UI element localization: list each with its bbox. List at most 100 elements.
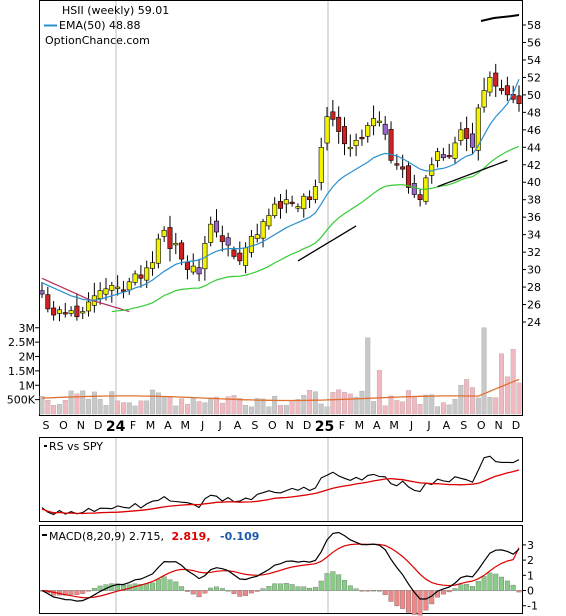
volume-bar bbox=[231, 395, 237, 415]
candle-body bbox=[68, 310, 74, 314]
macd-histogram-bar bbox=[458, 584, 464, 591]
macd-histogram-bar bbox=[394, 590, 400, 607]
month-label: M bbox=[389, 419, 399, 432]
macd-histogram-bar bbox=[225, 590, 231, 592]
month-label: D bbox=[512, 419, 520, 432]
macd-histogram-bar bbox=[202, 590, 208, 594]
price-tick-label: 50 bbox=[527, 89, 541, 102]
macd-histogram-bar bbox=[353, 588, 359, 591]
month-label: J bbox=[200, 419, 204, 432]
candle-body bbox=[341, 126, 347, 145]
macd-histogram-bar bbox=[254, 590, 260, 592]
volume-bar bbox=[51, 405, 57, 415]
macd-histogram-bar bbox=[295, 586, 301, 591]
macd-histogram-bar bbox=[342, 580, 347, 591]
volume-bar bbox=[487, 397, 493, 415]
volume-bar bbox=[214, 396, 219, 415]
volume-bar bbox=[289, 401, 295, 415]
candle-body bbox=[301, 195, 307, 210]
candle-body bbox=[516, 95, 522, 104]
volume-bar bbox=[39, 396, 45, 415]
volume-bar bbox=[115, 400, 121, 415]
volume-bar bbox=[353, 396, 359, 415]
candle-body bbox=[452, 142, 458, 159]
month-label: A bbox=[443, 419, 451, 432]
candle-body bbox=[161, 229, 167, 237]
macd-histogram-bar bbox=[91, 588, 97, 591]
macd-histogram-bar bbox=[440, 590, 446, 595]
month-label: J bbox=[409, 419, 413, 432]
month-label: N bbox=[77, 419, 85, 432]
volume-bar bbox=[167, 397, 173, 415]
volume-bar bbox=[97, 399, 103, 415]
volume-bar bbox=[382, 405, 388, 415]
price-tick-label: 26 bbox=[527, 299, 541, 312]
macd-histogram-bar bbox=[155, 579, 161, 591]
macd-tick-label: 1 bbox=[527, 569, 534, 582]
candle-body bbox=[196, 267, 202, 275]
volume-bar bbox=[283, 405, 289, 415]
volume-bar bbox=[138, 400, 144, 415]
candle-body bbox=[219, 235, 225, 242]
candle-body bbox=[260, 221, 266, 239]
volume-ma-line bbox=[41, 378, 520, 402]
macd-hist-value: -0.109 bbox=[220, 530, 259, 543]
month-label: S bbox=[43, 419, 50, 432]
macd-histogram-bar bbox=[167, 579, 173, 591]
macd-histogram-bar bbox=[400, 590, 406, 609]
rs-legend-label: RS vs SPY bbox=[49, 440, 103, 453]
macd-histogram-bar bbox=[97, 585, 103, 591]
volume-bar bbox=[196, 401, 202, 415]
macd-histogram-bar bbox=[481, 576, 487, 591]
candle-body bbox=[440, 154, 446, 159]
volume-bar bbox=[394, 400, 400, 415]
volume-bar bbox=[307, 390, 313, 415]
candle-body bbox=[283, 199, 289, 205]
month-label: D bbox=[94, 419, 102, 432]
macd-tick-label: -1 bbox=[527, 600, 538, 613]
candle-body bbox=[464, 128, 470, 139]
macd-histogram-bar bbox=[260, 588, 266, 591]
ma-red-line bbox=[41, 277, 130, 313]
macd-histogram-bar bbox=[289, 584, 295, 591]
macd-panel bbox=[39, 531, 522, 616]
volume-bar bbox=[440, 402, 446, 415]
volume-bar bbox=[417, 404, 423, 415]
volume-bar bbox=[458, 385, 464, 415]
candle-body bbox=[231, 249, 237, 257]
candle-body bbox=[359, 137, 365, 140]
month-label: O bbox=[268, 419, 277, 432]
candle-body bbox=[307, 196, 313, 201]
volume-bar bbox=[452, 399, 458, 415]
price-tick-label: 44 bbox=[527, 141, 541, 154]
macd-histogram-bar bbox=[388, 590, 394, 602]
volume-bar bbox=[202, 402, 208, 415]
macd-panel-frame bbox=[39, 525, 523, 614]
price-tick-label: 24 bbox=[527, 316, 541, 329]
month-label: J bbox=[426, 419, 430, 432]
candle-body bbox=[295, 206, 301, 209]
candle-body bbox=[272, 203, 278, 216]
macd-histogram-bar bbox=[184, 590, 190, 592]
month-label: M bbox=[355, 419, 365, 432]
candle-body bbox=[376, 120, 382, 123]
ema-legend-label: EMA(50) 48.88 bbox=[59, 19, 141, 32]
volume-bar bbox=[161, 396, 167, 415]
month-label: A bbox=[234, 419, 242, 432]
price-tick-label: 28 bbox=[527, 281, 541, 294]
month-label: M bbox=[181, 419, 191, 432]
candle-body bbox=[254, 234, 260, 239]
rs-line bbox=[41, 455, 520, 516]
macd-histogram-bar bbox=[493, 573, 499, 591]
macd-histogram-bar bbox=[446, 590, 452, 593]
candle-body bbox=[330, 111, 336, 120]
volume-bar bbox=[516, 382, 522, 415]
macd-histogram-bar bbox=[307, 587, 313, 591]
volume-tick-label: 2.5M bbox=[8, 336, 35, 349]
volume-bar bbox=[301, 395, 307, 415]
month-label: O bbox=[59, 419, 68, 432]
macd-histogram-bar bbox=[237, 590, 243, 597]
macd-histogram-bar bbox=[318, 580, 324, 591]
macd-histogram-bar bbox=[243, 590, 249, 596]
candle-body bbox=[132, 273, 138, 283]
